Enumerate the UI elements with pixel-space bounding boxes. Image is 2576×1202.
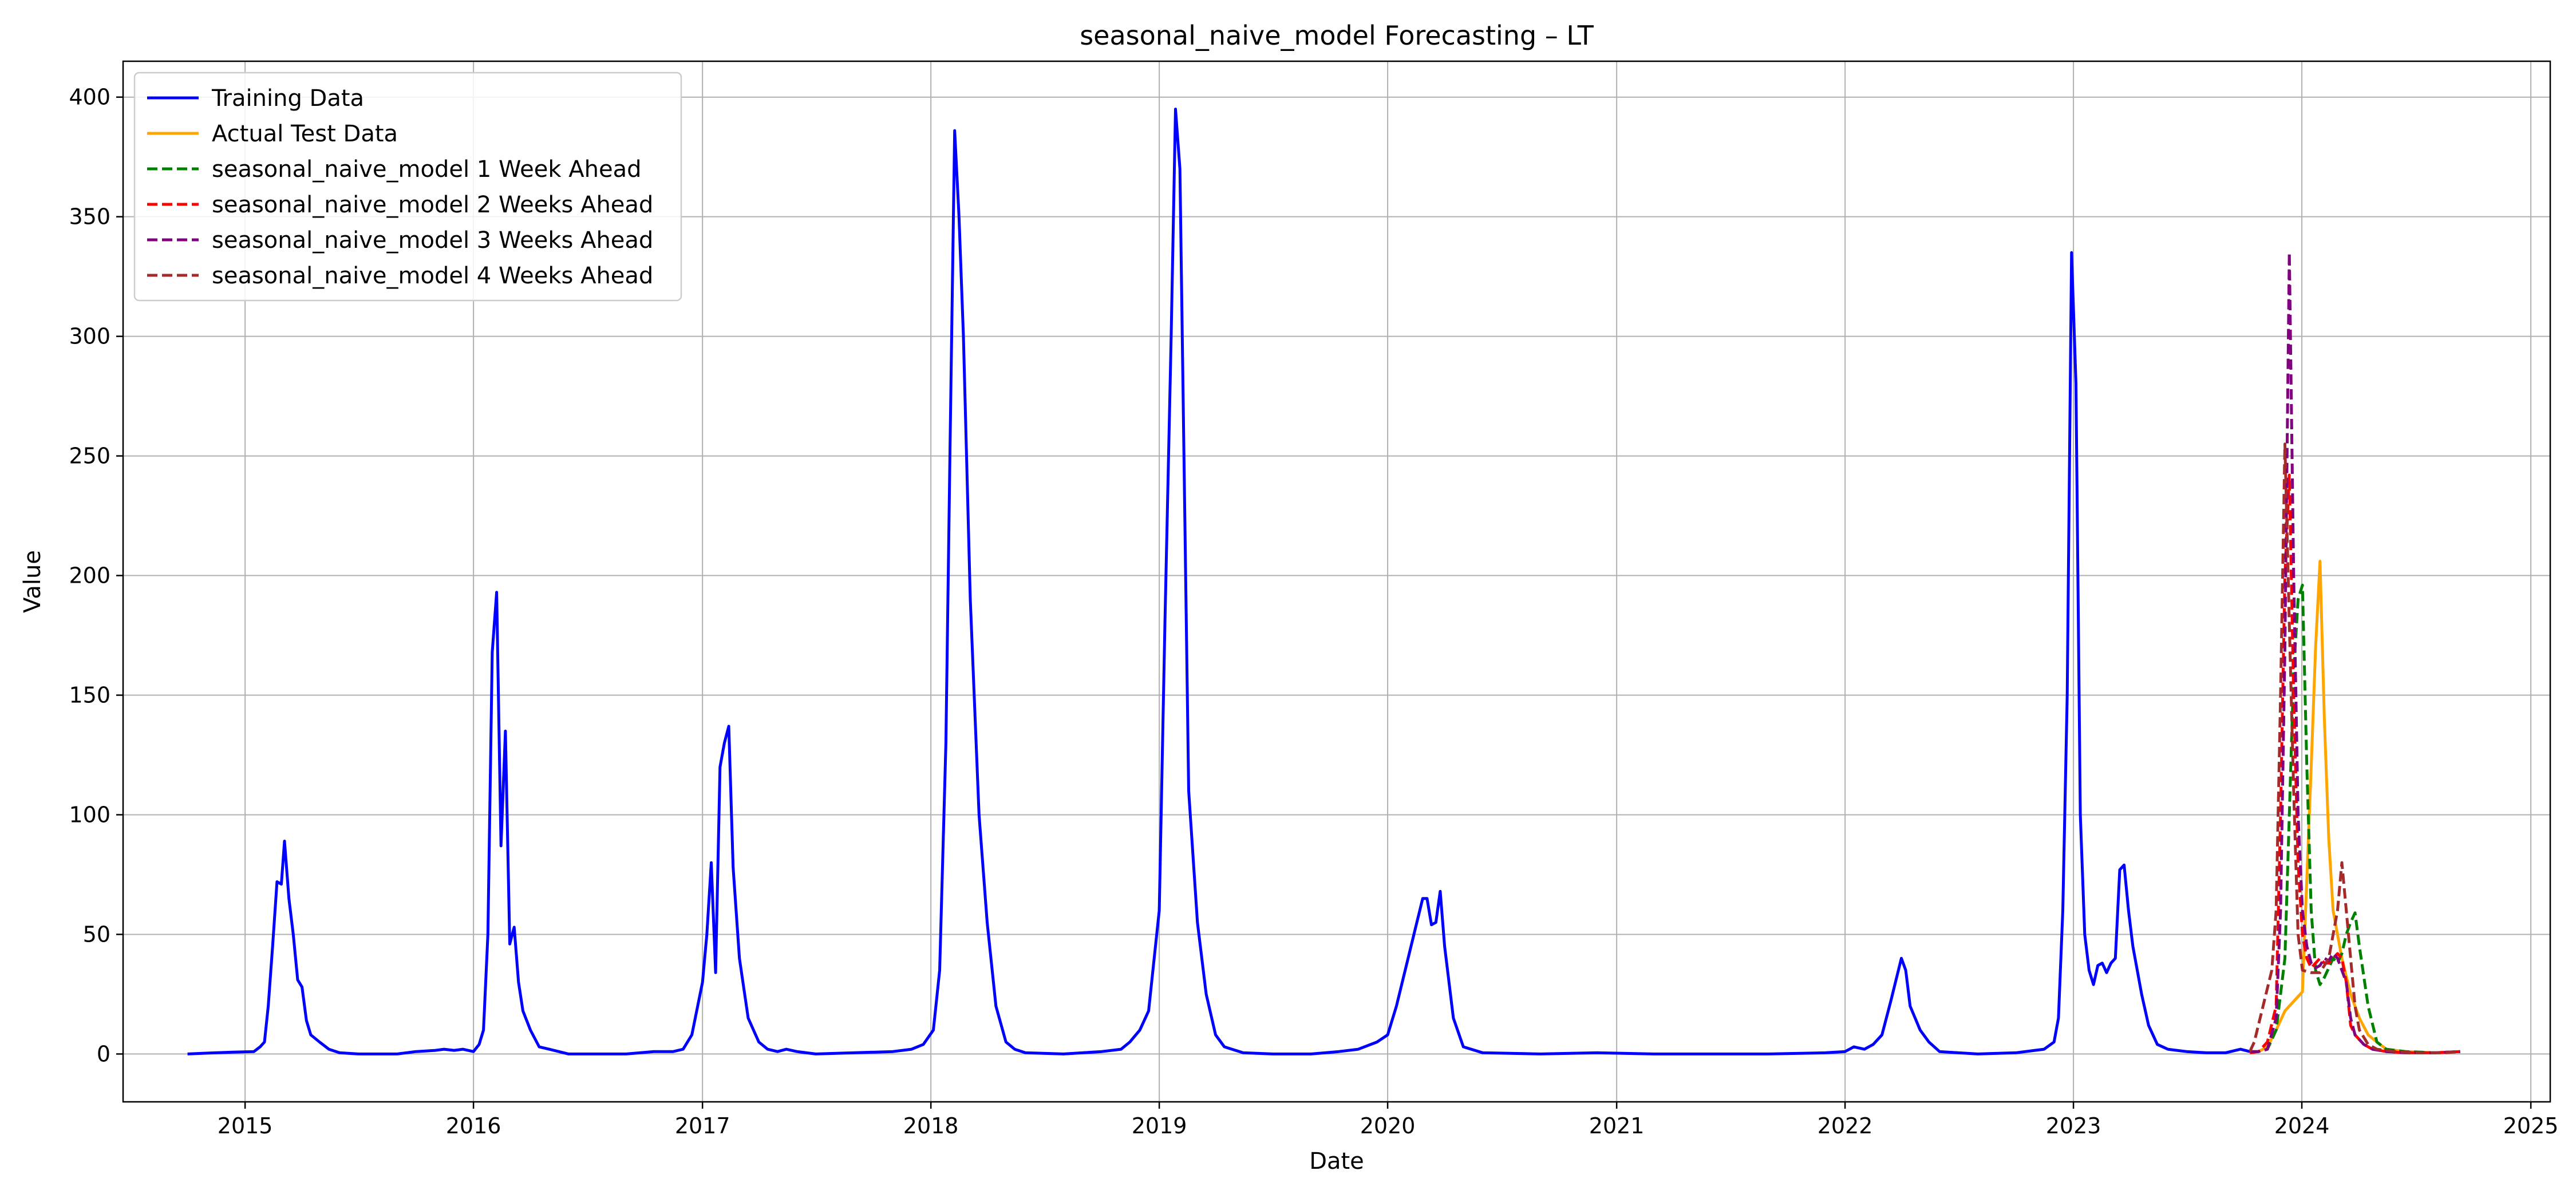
legend-label: seasonal_naive_model 4 Weeks Ahead [212,263,653,289]
series-line-2 [2250,583,2460,1054]
y-axis-label: Value [19,550,46,613]
y-tick-label: 400 [69,85,110,110]
legend-label: seasonal_naive_model 1 Week Ahead [212,156,641,183]
y-tick-label: 150 [69,683,110,708]
x-tick-label: 2021 [1589,1113,1645,1138]
legend-box [133,72,682,302]
plot-frame [122,60,2551,1103]
y-tick-label: 350 [69,204,110,230]
series-line-3 [2249,473,2460,1054]
y-axis-ticks: 0 50 100 150 200 250 300 350 400 [69,85,123,1066]
y-tick-label: 200 [69,563,110,588]
x-tick-label: 2022 [1818,1113,1873,1138]
x-tick-label: 2020 [1360,1113,1416,1138]
series-line-4 [2250,251,2460,1054]
series-lines [187,108,2460,1055]
series-line-5 [2249,442,2460,1054]
legend-label: seasonal_naive_model 2 Weeks Ahead [212,192,653,218]
x-axis-ticks: 2015 2016 2017 2018 2019 2020 2021 2022 2023 2024… [218,1102,2559,1138]
y-tick-label: 250 [69,444,110,469]
y-tick-label: 100 [69,802,110,827]
x-tick-label: 2019 [1132,1113,1187,1138]
x-tick-label: 2016 [446,1113,501,1138]
legend-label: seasonal_naive_model 3 Weeks Ahead [212,227,653,254]
x-tick-label: 2025 [2503,1113,2559,1138]
x-tick-label: 2024 [2274,1113,2330,1138]
y-tick-label: 0 [97,1041,110,1066]
legend-label: Actual Test Data [212,121,398,147]
y-tick-label: 50 [83,922,110,947]
x-tick-label: 2023 [2046,1113,2101,1138]
x-tick-label: 2017 [675,1113,730,1138]
x-tick-label: 2018 [903,1113,959,1138]
grid [123,61,2550,1102]
legend-label: Training Data [211,85,364,112]
series-line-0 [187,108,2250,1055]
series-line-1 [2250,560,2460,1054]
x-tick-label: 2015 [218,1113,273,1138]
x-axis-label: Date [1309,1148,1364,1175]
y-tick-label: 300 [69,324,110,349]
chart-title: seasonal_naive_model Forecasting – LT [1080,20,1594,51]
legend: Training Data Actual Test Data seasonal_na… [133,72,682,302]
